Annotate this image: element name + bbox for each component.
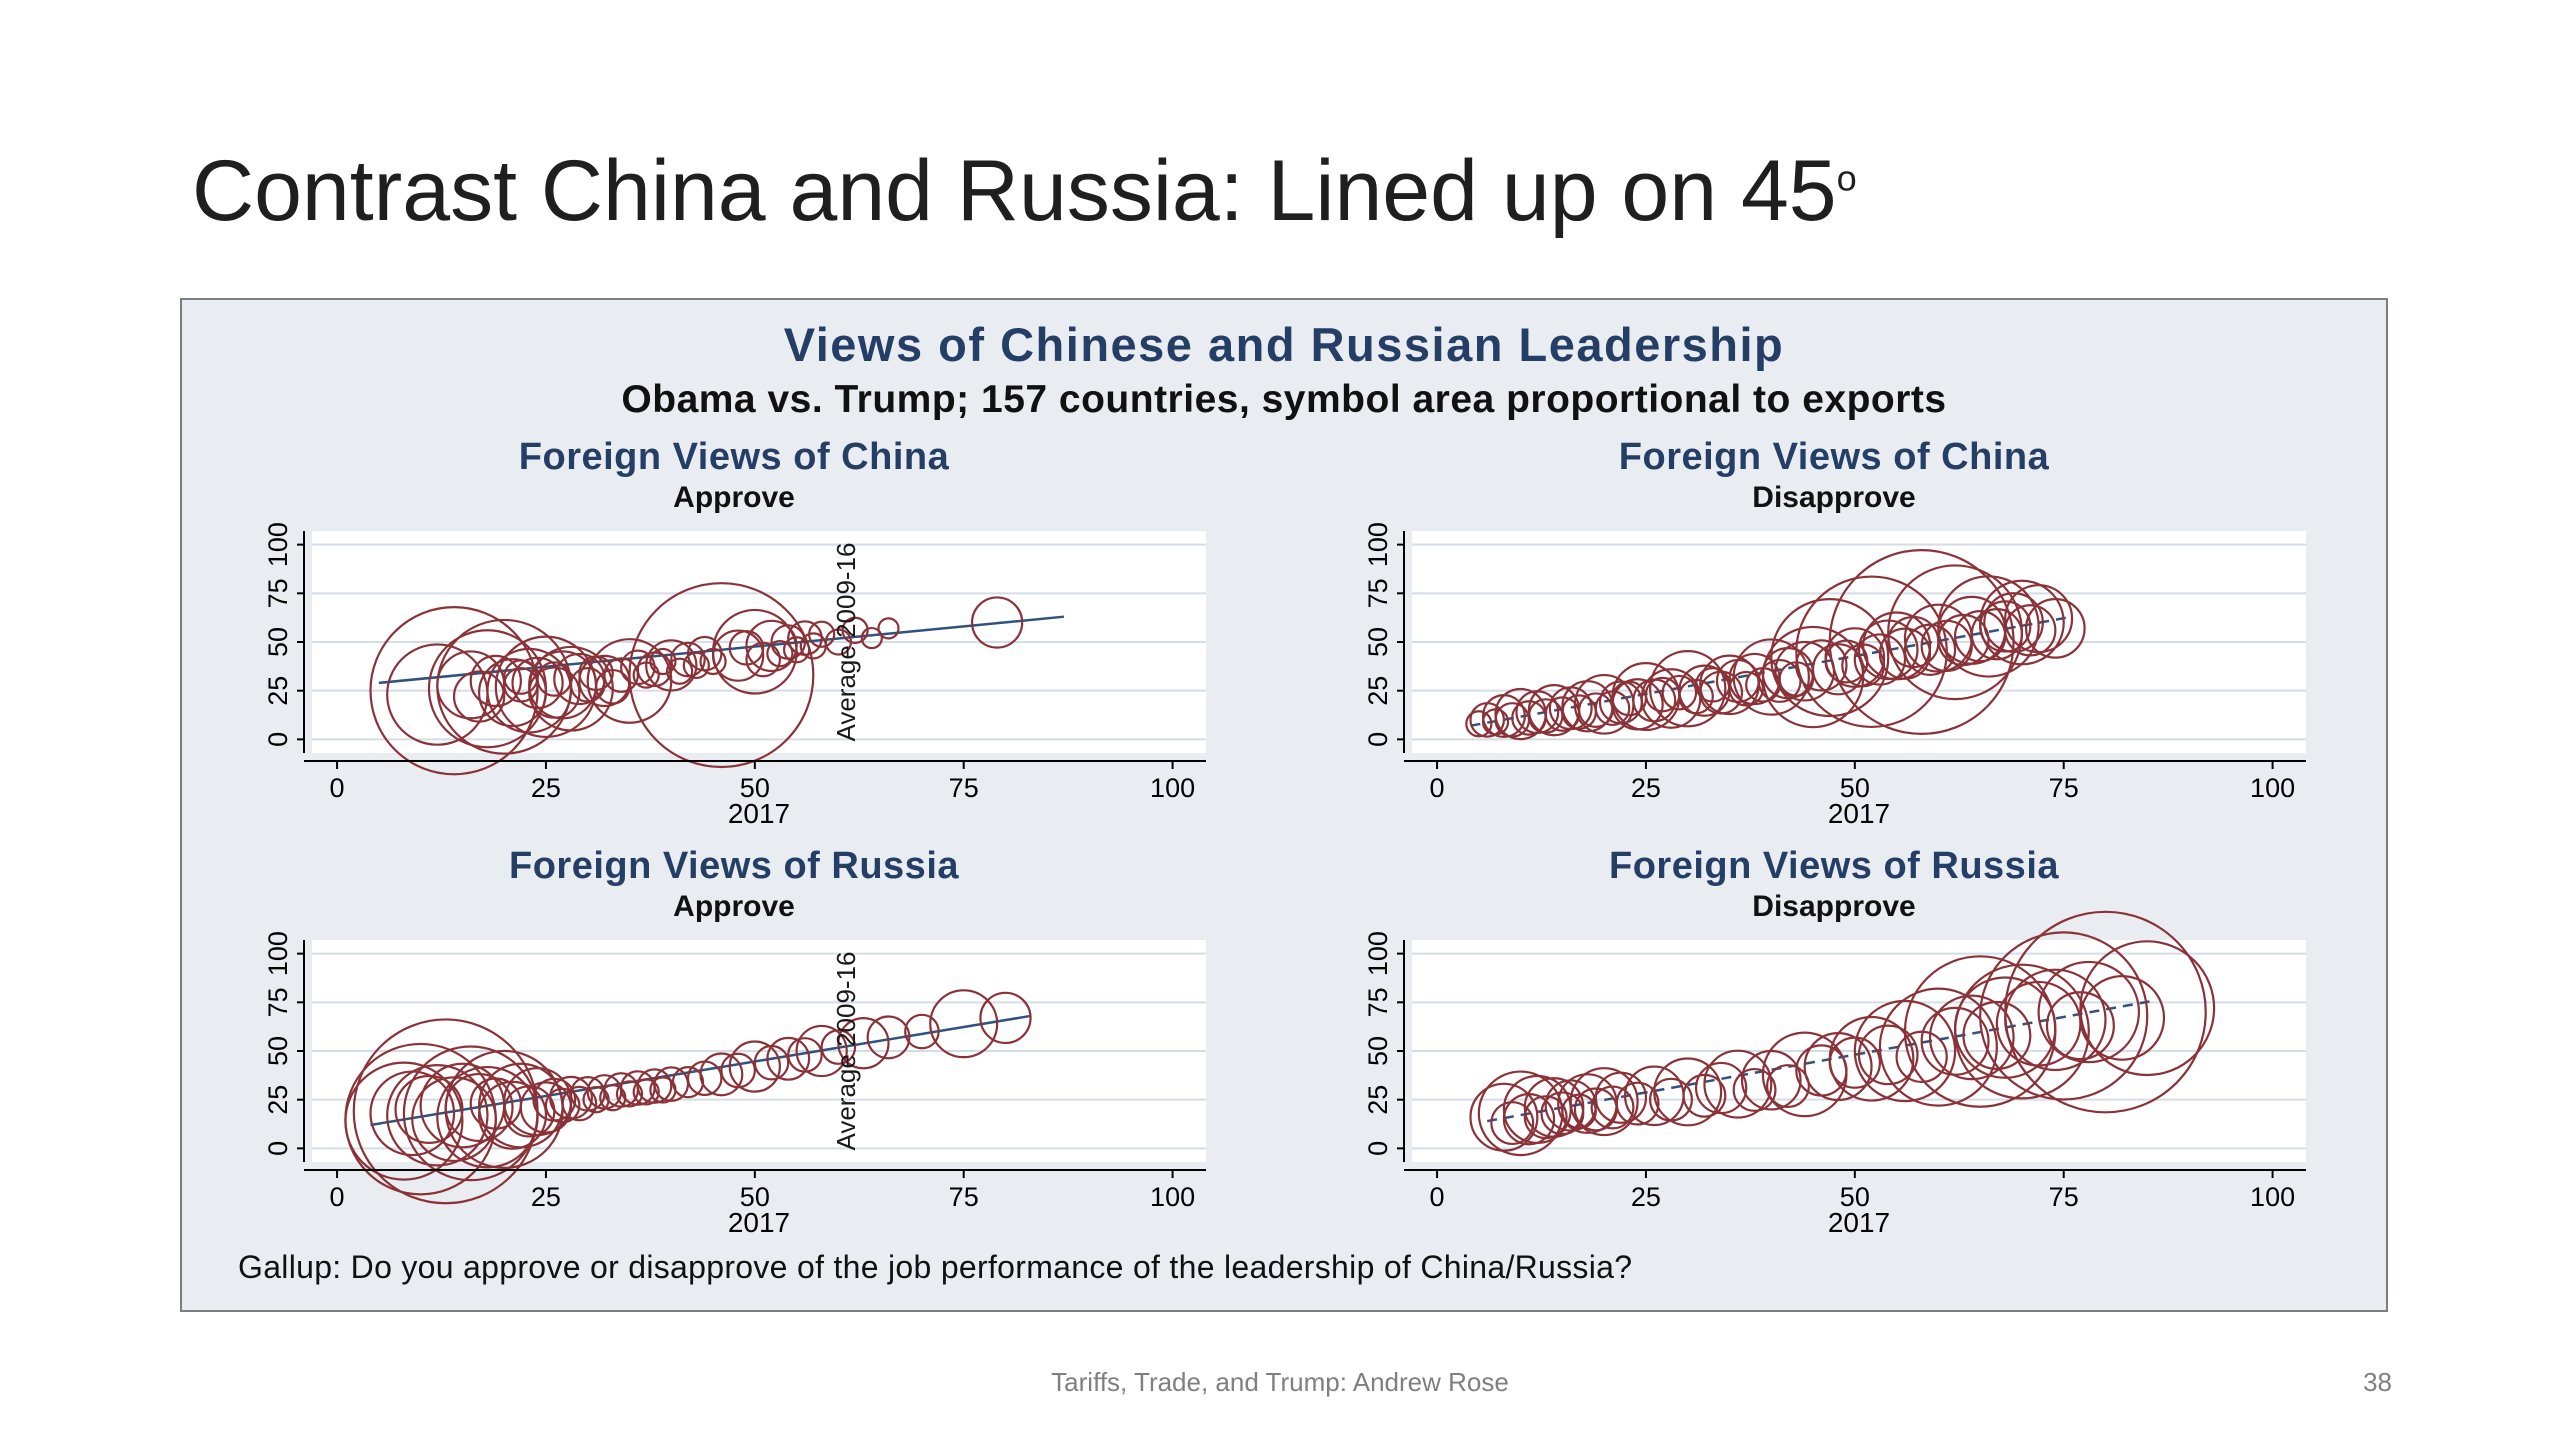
panel-russia-approve: Foreign Views of Russia Approve Average … [234,845,1234,1238]
figure-subtitle: Obama vs. Trump; 157 countries, symbol a… [621,378,1947,422]
svg-text:25: 25 [1363,676,1393,706]
svg-text:100: 100 [2250,773,2295,803]
svg-text:100: 100 [1150,1182,1195,1212]
svg-text:50: 50 [1840,773,1870,803]
slide-title-degree: o [1836,156,1857,198]
svg-text:0: 0 [330,773,345,803]
panel-title: Foreign Views of Russia [508,845,960,888]
panel-subtitle: Disapprove [1752,890,1916,924]
svg-text:0: 0 [1363,732,1393,747]
svg-text:50: 50 [740,773,770,803]
svg-text:50: 50 [1363,1036,1393,1066]
page-number: 38 [2363,1367,2392,1397]
panel-title: Foreign Views of China [518,436,950,479]
svg-text:Average 2009-16: Average 2009-16 [831,543,861,742]
panels-grid: Foreign Views of China Approve Average 2… [184,436,2384,1238]
svg-text:25: 25 [263,676,293,706]
svg-text:25: 25 [531,1182,561,1212]
svg-text:50: 50 [1363,627,1393,657]
svg-text:75: 75 [263,987,293,1017]
svg-text:75: 75 [263,578,293,608]
slide-title-text: Contrast China and Russia: Lined up on 4… [192,142,1837,239]
slide-title: Contrast China and Russia: Lined up on 4… [192,142,1857,241]
panel-russia-disapprove: Foreign Views of Russia Disapprove 0 25 50… [1334,845,2334,1238]
svg-text:75: 75 [1363,578,1393,608]
figure-title: Views of Chinese and Russian Leadership [783,318,1785,371]
svg-text:50: 50 [740,1182,770,1212]
panel-china-approve: Foreign Views of China Approve Average 2… [234,436,1234,829]
panel-china-disapprove: Foreign Views of China Disapprove 0 25 50 7… [1334,436,2334,829]
svg-text:75: 75 [2049,1182,2079,1212]
chart-russia-approve: Average 2009-16 0 25 50 75 100 0 25 50 75 100 2017 [234,928,1234,1238]
panel-subtitle: Disapprove [1752,481,1916,515]
svg-text:100: 100 [263,931,293,976]
svg-text:100: 100 [1363,931,1393,976]
svg-text:0: 0 [330,1182,345,1212]
svg-text:50: 50 [263,627,293,657]
panel-title: Foreign Views of China [1618,436,2050,479]
chart-china-approve: Average 2009-16 0 25 50 75 100 0 25 50 75 100 2017 [234,519,1234,829]
chart-russia-disapprove: 0 25 50 75 100 0 25 50 75 100 2017 [1334,910,2334,1238]
figure: Views of Chinese and Russian Leadership … [180,298,2388,1312]
figure-note: Gallup: Do you approve or disapprove of … [238,1249,1633,1285]
svg-text:75: 75 [949,1182,979,1212]
svg-text:75: 75 [2049,773,2079,803]
chart-china-disapprove: 0 25 50 75 100 0 25 50 75 100 2017 [1334,519,2334,829]
svg-text:50: 50 [263,1036,293,1066]
svg-text:100: 100 [1150,773,1195,803]
svg-text:25: 25 [1363,1085,1393,1115]
svg-text:2017: 2017 [728,1207,790,1238]
svg-text:0: 0 [1430,1182,1445,1212]
svg-text:100: 100 [1363,522,1393,567]
svg-text:100: 100 [263,522,293,567]
svg-text:25: 25 [263,1085,293,1115]
svg-text:0: 0 [1363,1141,1393,1156]
svg-text:0: 0 [263,1141,293,1156]
svg-text:2017: 2017 [1828,798,1890,829]
svg-text:100: 100 [2250,1182,2295,1212]
panel-title: Foreign Views of Russia [1608,845,2060,888]
svg-text:0: 0 [263,732,293,747]
svg-text:50: 50 [1840,1182,1870,1212]
panel-subtitle: Approve [673,890,795,924]
svg-text:2017: 2017 [1828,1207,1890,1238]
svg-text:75: 75 [949,773,979,803]
svg-text:2017: 2017 [728,798,790,829]
svg-text:25: 25 [1631,1182,1661,1212]
svg-text:75: 75 [1363,987,1393,1017]
footer-text: Tariffs, Trade, and Trump: Andrew Rose [1051,1367,1509,1397]
panel-subtitle: Approve [673,481,795,515]
svg-text:Average 2009-16: Average 2009-16 [831,952,861,1151]
svg-text:25: 25 [1631,773,1661,803]
svg-text:25: 25 [531,773,561,803]
svg-text:0: 0 [1430,773,1445,803]
